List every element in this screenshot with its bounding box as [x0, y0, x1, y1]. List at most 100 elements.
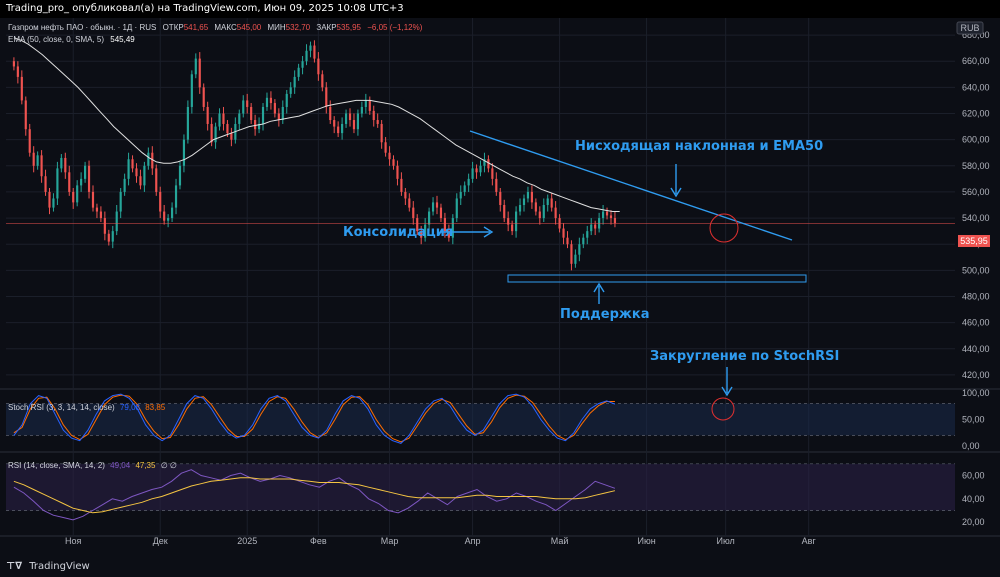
candle-body [48, 191, 51, 208]
y-tick-label: 540,00 [962, 213, 990, 223]
candle-body [99, 211, 102, 219]
currency-badge-label: RUB [960, 23, 979, 33]
candle-body [522, 198, 526, 205]
candle-body [254, 120, 257, 130]
chart-canvas[interactable]: 680,00 660,00 640,00 620,00 600,00 580,00 560,… [0, 18, 1000, 557]
candle-body [285, 93, 288, 107]
stoch-tick-label: 100,00 [962, 388, 990, 398]
candle-body [471, 168, 474, 179]
candle-body [107, 233, 110, 242]
candle-body [293, 76, 296, 88]
grid [0, 18, 1000, 537]
candle-body [297, 67, 300, 77]
candle-body [491, 168, 494, 179]
candle-body [186, 106, 189, 140]
candle-body [269, 97, 273, 104]
stoch-tick-label: 50,00 [962, 415, 985, 425]
candle-body [451, 218, 454, 238]
y-tick-label: 680,00 [962, 30, 990, 40]
candle-body [68, 172, 71, 192]
candle-body [368, 100, 371, 111]
support-annotation: Поддержка [560, 307, 649, 322]
candle-body [170, 207, 174, 219]
candle-body [534, 202, 537, 212]
candle-body [372, 110, 375, 121]
candle-body [439, 207, 443, 219]
candle-body [230, 133, 233, 140]
candle-body [151, 152, 154, 169]
y-tick-label: 660,00 [962, 56, 990, 66]
price-pane[interactable] [6, 37, 955, 397]
candle-body [348, 113, 352, 121]
stoch-highlight-circle [711, 397, 735, 421]
candle-body [289, 87, 292, 94]
candle-body [352, 120, 356, 130]
stoch-k-line [13, 393, 616, 444]
time-axis[interactable]: Ноя Дек 2025 Фев Мар Апр Май Июн Июл Авг [65, 536, 816, 546]
candle-body [273, 103, 276, 114]
candle-body [467, 178, 470, 186]
candle-body [404, 191, 407, 199]
candle-body [72, 191, 75, 203]
candle-body [396, 165, 399, 179]
rsi-tick-label: 40,00 [962, 494, 985, 504]
candle-body [459, 191, 462, 199]
footer: ⊤∇ TradingView [0, 557, 1000, 577]
candle-body [44, 176, 47, 192]
candle-body [60, 157, 63, 169]
candle-body [206, 106, 209, 124]
candle-body [36, 155, 39, 166]
candle-body [135, 168, 138, 177]
candle-body [344, 113, 348, 124]
x-tick-label: Май [551, 536, 569, 546]
candle-body [562, 228, 565, 238]
x-tick-label: Фев [310, 536, 327, 546]
y-tick-label: 480,00 [962, 292, 990, 302]
candle-body [242, 100, 245, 114]
candle-body [511, 224, 514, 232]
candle-body [198, 58, 201, 88]
rsi-tick-label: 60,00 [962, 471, 985, 481]
candle-body [455, 198, 458, 219]
last-price-tag [958, 235, 990, 247]
candle-body [301, 61, 304, 68]
candle-body [28, 129, 31, 153]
candle-body [546, 198, 549, 205]
candle-body [412, 207, 415, 219]
candle-body [566, 237, 569, 245]
candle-body [91, 191, 95, 208]
candle-body [76, 185, 79, 203]
y-tick-label: 500,00 [962, 265, 990, 275]
candle-body [538, 211, 541, 219]
y-tick-label: 560,00 [962, 187, 990, 197]
symbol-legend: Газпром нефть ПАО · обыкн. · 1Д · RUS ОТ… [8, 23, 423, 32]
candle-body [503, 205, 506, 219]
y-tick-label: 620,00 [962, 109, 990, 119]
candle-body [463, 185, 466, 192]
support-zone [507, 274, 807, 283]
candle-body [408, 198, 411, 208]
candle-body [182, 139, 186, 166]
candle-body [428, 211, 431, 225]
stoch-band [6, 403, 955, 436]
candle-body [317, 58, 320, 75]
candle-body [518, 205, 522, 212]
candle-body [550, 198, 553, 208]
candle-body [574, 254, 577, 264]
currency-badge[interactable] [956, 21, 984, 35]
stoch-arrowhead [721, 386, 733, 397]
candle-body [167, 218, 170, 221]
candle-body [582, 237, 585, 245]
price-axis[interactable]: 680,00 660,00 640,00 620,00 600,00 580,00 560,… [962, 30, 990, 527]
stoch-rsi-pane[interactable] [6, 393, 955, 444]
candle-body [80, 178, 83, 186]
x-tick-label: Мар [381, 536, 399, 546]
candle-body [265, 97, 269, 107]
candle-body [115, 211, 118, 232]
tv-logo-icon: ⊤∇ [6, 561, 23, 572]
rsi-pane[interactable] [6, 463, 955, 521]
y-tick-label: 420,00 [962, 370, 990, 380]
candle-body [143, 165, 146, 186]
candle-body [226, 123, 229, 134]
candle-body [487, 159, 490, 169]
